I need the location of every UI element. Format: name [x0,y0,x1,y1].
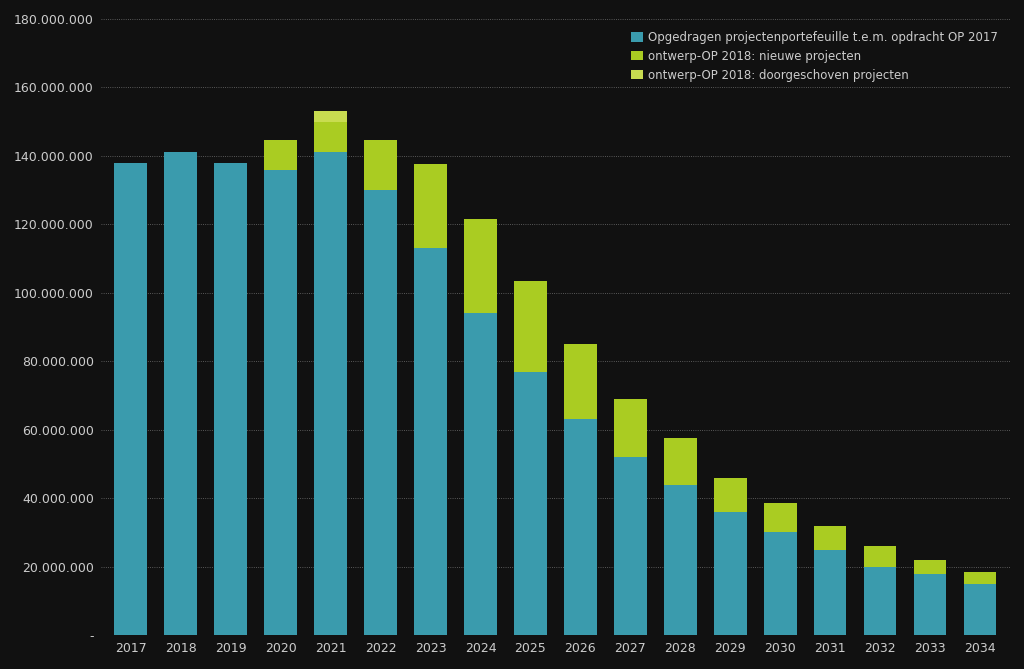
Bar [464,313,497,635]
Bar [365,140,396,190]
Bar [464,219,497,313]
Bar [814,549,847,635]
Bar [415,165,446,248]
Bar [514,371,547,635]
Bar [564,419,597,635]
Bar [964,572,996,584]
Bar [564,344,597,419]
Bar [665,484,696,635]
Bar [714,512,746,635]
Bar [614,457,646,635]
Bar [165,153,197,635]
Bar [764,533,797,635]
Bar [665,438,696,484]
Bar [714,478,746,512]
Bar [514,281,547,371]
Bar [964,584,996,635]
Bar [864,546,896,567]
Bar [764,503,797,533]
Bar [314,111,347,122]
Bar [614,399,646,457]
Bar [814,526,847,549]
Bar [264,140,297,169]
Bar [314,153,347,635]
Bar [214,163,247,635]
Bar [115,163,146,635]
Bar [365,190,396,635]
Bar [864,567,896,635]
Bar [914,560,946,573]
Bar [264,169,297,635]
Legend: Opgedragen projectenportefeuille t.e.m. opdracht OP 2017, ontwerp-OP 2018: nieuw: Opgedragen projectenportefeuille t.e.m. … [625,25,1005,88]
Bar [415,248,446,635]
Bar [314,122,347,153]
Bar [914,573,946,635]
